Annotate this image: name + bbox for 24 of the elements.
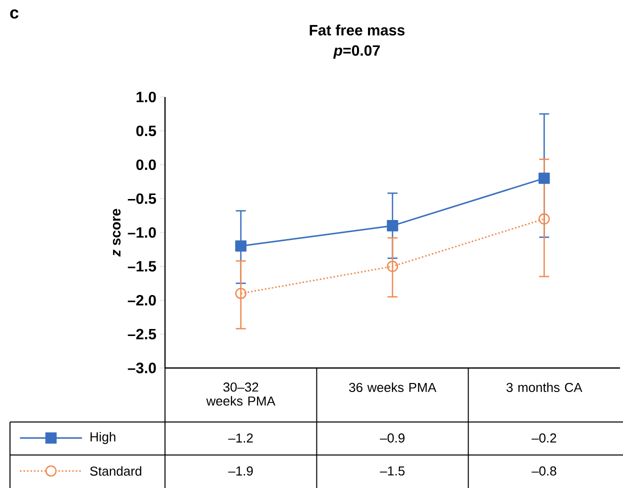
x-tick-label: 30–32 weeks PMA xyxy=(206,382,276,406)
text: c xyxy=(10,9,18,19)
y-tick-label: –2.0 xyxy=(128,294,156,306)
y-tick-label: 0.0 xyxy=(136,159,156,170)
data-label: –0.8 xyxy=(532,466,556,476)
data-label: –1.5 xyxy=(380,466,405,476)
data-label: –0.9 xyxy=(380,433,404,443)
y-tick-label: 0.5 xyxy=(136,126,156,136)
legend-label: Standard xyxy=(90,466,142,476)
y-tick-label: –1.0 xyxy=(128,227,156,238)
x-tick-label: 3 months CA xyxy=(506,382,582,392)
y-tick-label: –0.5 xyxy=(128,193,156,204)
y-tick-label: –3.0 xyxy=(128,362,156,374)
chart-subtitle: p=0.07 xyxy=(333,45,380,59)
y-tick-label: –1.5 xyxy=(128,261,156,272)
y-tick-label: –2.5 xyxy=(128,328,156,340)
x-tick-label: 36 weeks PMA xyxy=(349,382,436,392)
chart-title: Fat free mass xyxy=(310,24,405,36)
legend-label: High xyxy=(90,432,116,444)
data-label: –1.2 xyxy=(228,433,253,443)
data-label: –1.9 xyxy=(228,466,253,476)
y-tick-label: 1.0 xyxy=(136,92,156,102)
y-axis-title: z score xyxy=(112,208,121,257)
data-label: –0.2 xyxy=(532,433,556,443)
